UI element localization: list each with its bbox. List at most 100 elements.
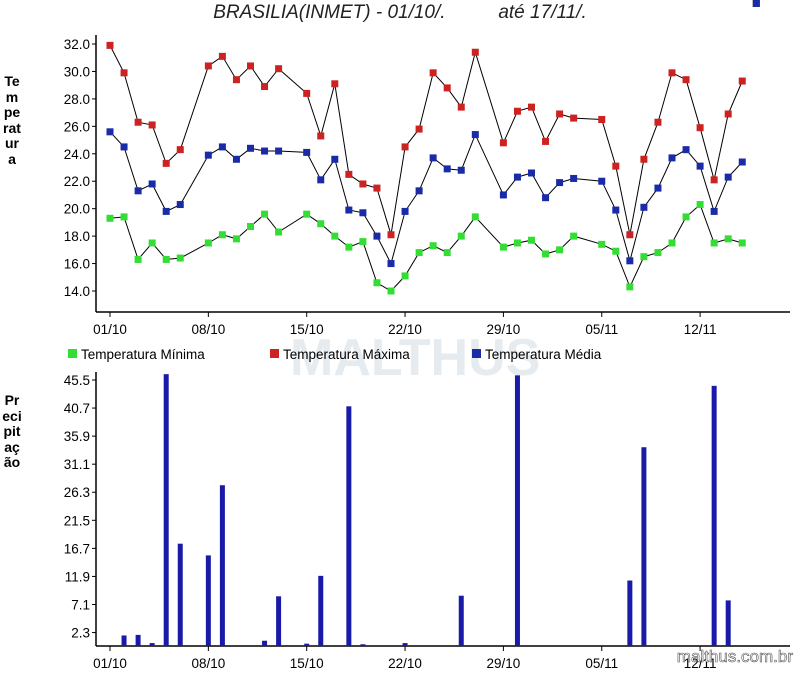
- precip-bar: [402, 643, 408, 646]
- temp-point-0: [710, 239, 718, 247]
- temp-point-2: [626, 257, 634, 265]
- temp-point-1: [247, 62, 254, 70]
- temp-point-0: [443, 249, 451, 257]
- precip-y-tick-label: 45.5: [64, 373, 90, 388]
- temp-series-line-0: [109, 203, 743, 292]
- temp-point-2: [373, 232, 381, 240]
- temp-point-2: [457, 166, 465, 174]
- temp-point-0: [471, 213, 479, 221]
- temp-point-1: [429, 69, 437, 77]
- temp-point-1: [443, 84, 451, 92]
- temp-point-0: [317, 220, 325, 228]
- temp-point-2: [415, 187, 423, 195]
- temp-point-2: [570, 174, 578, 182]
- temp-point-1: [415, 125, 423, 133]
- temp-point-2: [738, 158, 746, 166]
- precip-bar: [514, 375, 520, 646]
- temp-x-tick-label: 15/10: [290, 322, 324, 337]
- temp-point-1: [148, 121, 156, 129]
- precip-x-tick-label: 15/10: [290, 656, 324, 671]
- temp-point-1: [738, 77, 746, 85]
- temp-y-tick-label: 28.0: [64, 92, 90, 107]
- precip-bar: [318, 575, 324, 646]
- precip-y-tick-label: 31.1: [64, 457, 90, 472]
- precipitation-chart: 45.5 40.7 35.9 31.1 26.3 21.5 16.7 11.9 7.1 2.301…: [64, 372, 790, 671]
- precip-y-tick-label: 2.3: [71, 626, 90, 641]
- temp-y-tick-label: 18.0: [64, 229, 90, 244]
- temp-point-1: [612, 162, 620, 170]
- temp-point-2: [513, 173, 521, 181]
- temp-point-1: [626, 231, 634, 239]
- temp-point-1: [317, 132, 325, 140]
- temp-point-0: [738, 239, 746, 247]
- temp-point-2: [654, 184, 662, 192]
- temp-point-0: [331, 232, 339, 240]
- temp-point-0: [134, 255, 142, 263]
- temp-point-1: [134, 118, 142, 126]
- temp-point-0: [401, 272, 409, 280]
- temp-point-1: [345, 170, 353, 178]
- temp-point-0: [457, 232, 465, 240]
- temperature-legend: Temperatura Mínima Temperatura Máxima Temp…: [68, 347, 602, 362]
- temp-x-tick-label: 05/11: [585, 322, 618, 337]
- temp-point-2: [443, 165, 451, 173]
- temp-point-1: [499, 139, 507, 147]
- temp-series-line-1: [109, 45, 743, 235]
- temp-point-0: [724, 235, 732, 243]
- precip-bar: [711, 385, 717, 646]
- temp-point-1: [218, 52, 226, 60]
- temp-point-2: [275, 147, 283, 155]
- temp-point-1: [387, 231, 395, 239]
- temp-point-1: [204, 62, 212, 70]
- temp-point-0: [345, 243, 353, 251]
- temp-point-2: [162, 207, 170, 215]
- temp-point-0: [513, 239, 521, 247]
- precip-bar: [205, 555, 211, 646]
- precip-x-tick-label: 08/10: [191, 656, 225, 671]
- temp-point-1: [542, 137, 550, 145]
- precip-bar: [627, 580, 633, 646]
- precip-bar: [135, 634, 141, 646]
- temp-point-1: [401, 143, 409, 151]
- temp-point-1: [570, 114, 578, 122]
- temp-point-0: [148, 239, 156, 247]
- legend-label: Temperatura Mínima: [81, 347, 205, 362]
- precip-bar: [177, 543, 183, 646]
- legend-label: Temperatura Média: [485, 347, 602, 362]
- temp-point-0: [570, 232, 578, 240]
- temp-point-2: [120, 143, 128, 151]
- precip-x-tick-label: 01/10: [93, 656, 127, 671]
- temp-point-0: [415, 249, 423, 257]
- temp-point-1: [303, 89, 311, 97]
- temp-point-0: [373, 279, 381, 287]
- temp-point-2: [317, 176, 325, 184]
- temp-point-2: [134, 187, 142, 195]
- precip-x-tick-label: 29/10: [487, 656, 521, 671]
- temp-point-1: [331, 80, 339, 88]
- temp-point-1: [275, 65, 283, 73]
- precip-bar: [346, 406, 352, 646]
- watermark-text: MALTHUS: [290, 329, 540, 387]
- temp-y-tick-label: 16.0: [64, 257, 90, 272]
- temp-point-2: [682, 146, 690, 154]
- temp-point-2: [106, 128, 114, 136]
- temp-point-0: [682, 213, 690, 221]
- temp-point-2: [401, 207, 409, 215]
- temp-point-1: [724, 110, 732, 118]
- temp-point-1: [710, 176, 718, 184]
- temp-point-0: [261, 210, 269, 218]
- temp-point-1: [162, 159, 170, 167]
- temp-point-2: [148, 180, 156, 188]
- temp-point-2: [542, 194, 550, 202]
- temp-point-1: [640, 155, 648, 163]
- temp-point-2: [528, 169, 535, 177]
- temp-point-2: [598, 177, 606, 185]
- temp-point-2: [204, 151, 212, 159]
- temp-point-2: [696, 162, 704, 170]
- temp-point-2: [345, 206, 353, 214]
- temp-point-2: [261, 147, 269, 155]
- temperature-chart: 32.0 30.0 28.0 26.0 24.0 22.0 20.0 18.0 16.0 14.0…: [64, 0, 790, 337]
- temp-point-0: [275, 228, 283, 236]
- temp-y-tick-label: 24.0: [64, 147, 90, 162]
- temp-point-1: [471, 48, 479, 56]
